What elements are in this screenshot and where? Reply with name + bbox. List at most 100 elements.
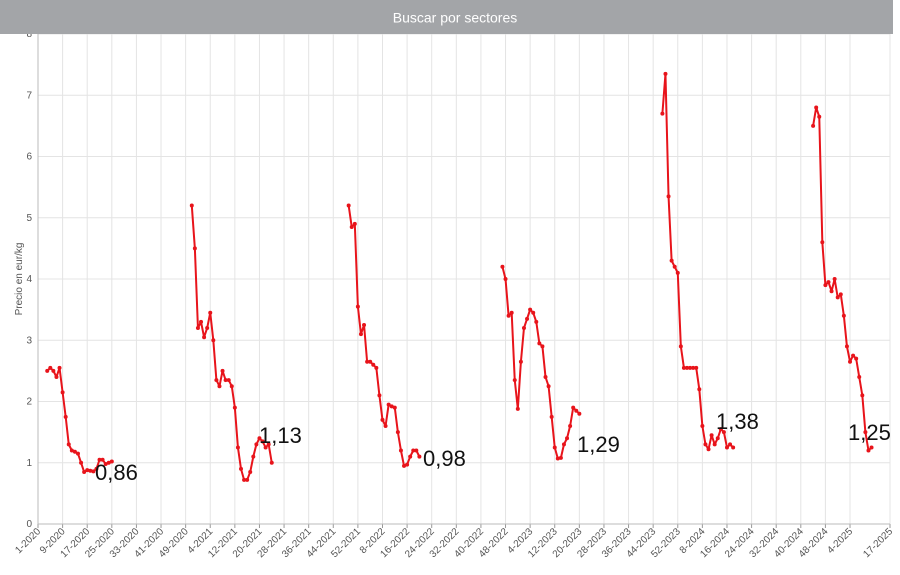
point (355, 304, 360, 309)
point (712, 442, 717, 447)
point (263, 445, 268, 450)
point (823, 283, 828, 288)
point (358, 332, 363, 337)
point (79, 460, 84, 465)
point (706, 447, 711, 452)
point (860, 393, 865, 398)
point (395, 430, 400, 435)
point (202, 335, 207, 340)
point (69, 448, 74, 453)
point (226, 378, 231, 383)
point (549, 414, 554, 419)
x-tick-label: 17-2025 (861, 526, 895, 560)
point (189, 203, 194, 208)
point (380, 417, 385, 422)
point (75, 451, 80, 456)
point (540, 344, 545, 349)
point (666, 194, 671, 199)
point (703, 442, 708, 447)
point (66, 442, 71, 447)
point (45, 368, 50, 373)
point (392, 405, 397, 410)
point (558, 455, 563, 460)
point (377, 393, 382, 398)
point (817, 114, 822, 119)
y-tick-label: 3 (26, 335, 32, 346)
point (678, 344, 683, 349)
point (863, 430, 868, 435)
point (688, 365, 693, 370)
point (109, 459, 114, 464)
point (660, 111, 665, 116)
point (724, 445, 729, 450)
point (574, 408, 579, 413)
point (820, 240, 825, 245)
y-tick-label: 4 (26, 274, 32, 285)
point (239, 466, 244, 471)
point (57, 365, 62, 370)
point (709, 433, 714, 438)
point (229, 384, 234, 389)
point (389, 404, 394, 409)
point (374, 365, 379, 370)
point (192, 246, 197, 251)
y-axis-label: Precio en eur/kg (14, 243, 25, 316)
point (54, 375, 59, 379)
y-tick-label: 6 (26, 152, 32, 163)
point (214, 378, 219, 383)
point (518, 359, 523, 364)
point (60, 390, 65, 395)
point (675, 270, 680, 275)
value-annotation: 0,98 (423, 446, 466, 471)
point (100, 457, 105, 462)
point (521, 326, 526, 330)
point (51, 368, 56, 373)
point (811, 123, 816, 128)
header-title[interactable]: Buscar por sectores (393, 10, 518, 26)
point (851, 353, 856, 358)
point (257, 436, 262, 441)
point (531, 310, 536, 315)
y-tick-label: 0 (26, 519, 32, 530)
point (408, 454, 413, 459)
point (844, 344, 849, 349)
point (217, 384, 222, 389)
point (672, 264, 677, 269)
point (48, 365, 53, 370)
point (869, 445, 874, 450)
point (402, 463, 407, 468)
y-tick-label: 2 (26, 397, 32, 408)
point (715, 436, 720, 441)
point (528, 307, 533, 312)
point (94, 466, 99, 471)
point (248, 469, 253, 474)
point (269, 460, 274, 465)
y-tick-label: 7 (26, 90, 32, 101)
point (684, 365, 689, 370)
point (506, 313, 511, 318)
point (368, 359, 373, 364)
point (835, 295, 840, 300)
point (857, 375, 862, 379)
point (254, 442, 259, 447)
point (411, 448, 416, 453)
point (223, 378, 228, 383)
point (266, 442, 271, 447)
point (534, 319, 539, 324)
header-bar (0, 0, 893, 34)
point (260, 439, 265, 444)
point (543, 375, 548, 379)
point (232, 405, 237, 410)
point (97, 457, 102, 462)
point (697, 387, 702, 392)
point (571, 405, 576, 410)
point (515, 406, 520, 411)
point (691, 365, 696, 370)
point (405, 462, 410, 467)
point (512, 378, 517, 383)
point (346, 203, 351, 208)
point (386, 402, 391, 407)
point (106, 460, 111, 465)
